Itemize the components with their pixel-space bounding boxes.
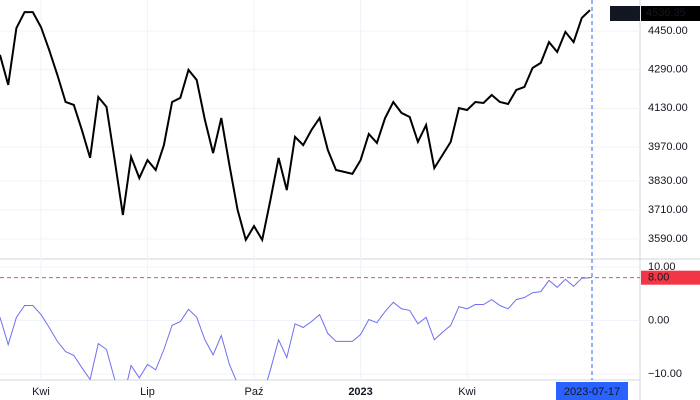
data-line [0,277,591,380]
data-line [0,9,591,243]
crosshair-date: 2023-07-17 [564,386,620,398]
series-name: SPX [614,7,637,19]
y-tick-label: 3710.00 [648,204,688,216]
y-tick-label: 3830.00 [648,175,688,187]
y-tick-label: 4290.00 [648,64,688,76]
x-tick-label: Lip [140,386,155,398]
y-tick-label: 10.00 [648,261,676,273]
last-value-label: 8.00 [648,272,669,284]
y-tick-label: 0.00 [648,314,669,326]
last-value-box [641,6,700,21]
x-tick-label: Paź [245,386,264,398]
x-tick-label: 2023 [348,386,372,398]
y-tick-label: 4450.00 [648,25,688,37]
y-tick-label: −10.00 [648,368,682,380]
last-value-box [641,270,700,285]
x-tick-label: Kwi [458,386,476,398]
y-tick-label: 3970.00 [648,141,688,153]
y-tick-label: 3590.00 [648,233,688,245]
crosshair-date-box [556,382,628,400]
last-value-label: 4536.35 [646,7,686,19]
y-tick-label: 4130.00 [648,102,688,114]
x-tick-label: Kwi [32,386,50,398]
series-name-box [610,6,640,21]
